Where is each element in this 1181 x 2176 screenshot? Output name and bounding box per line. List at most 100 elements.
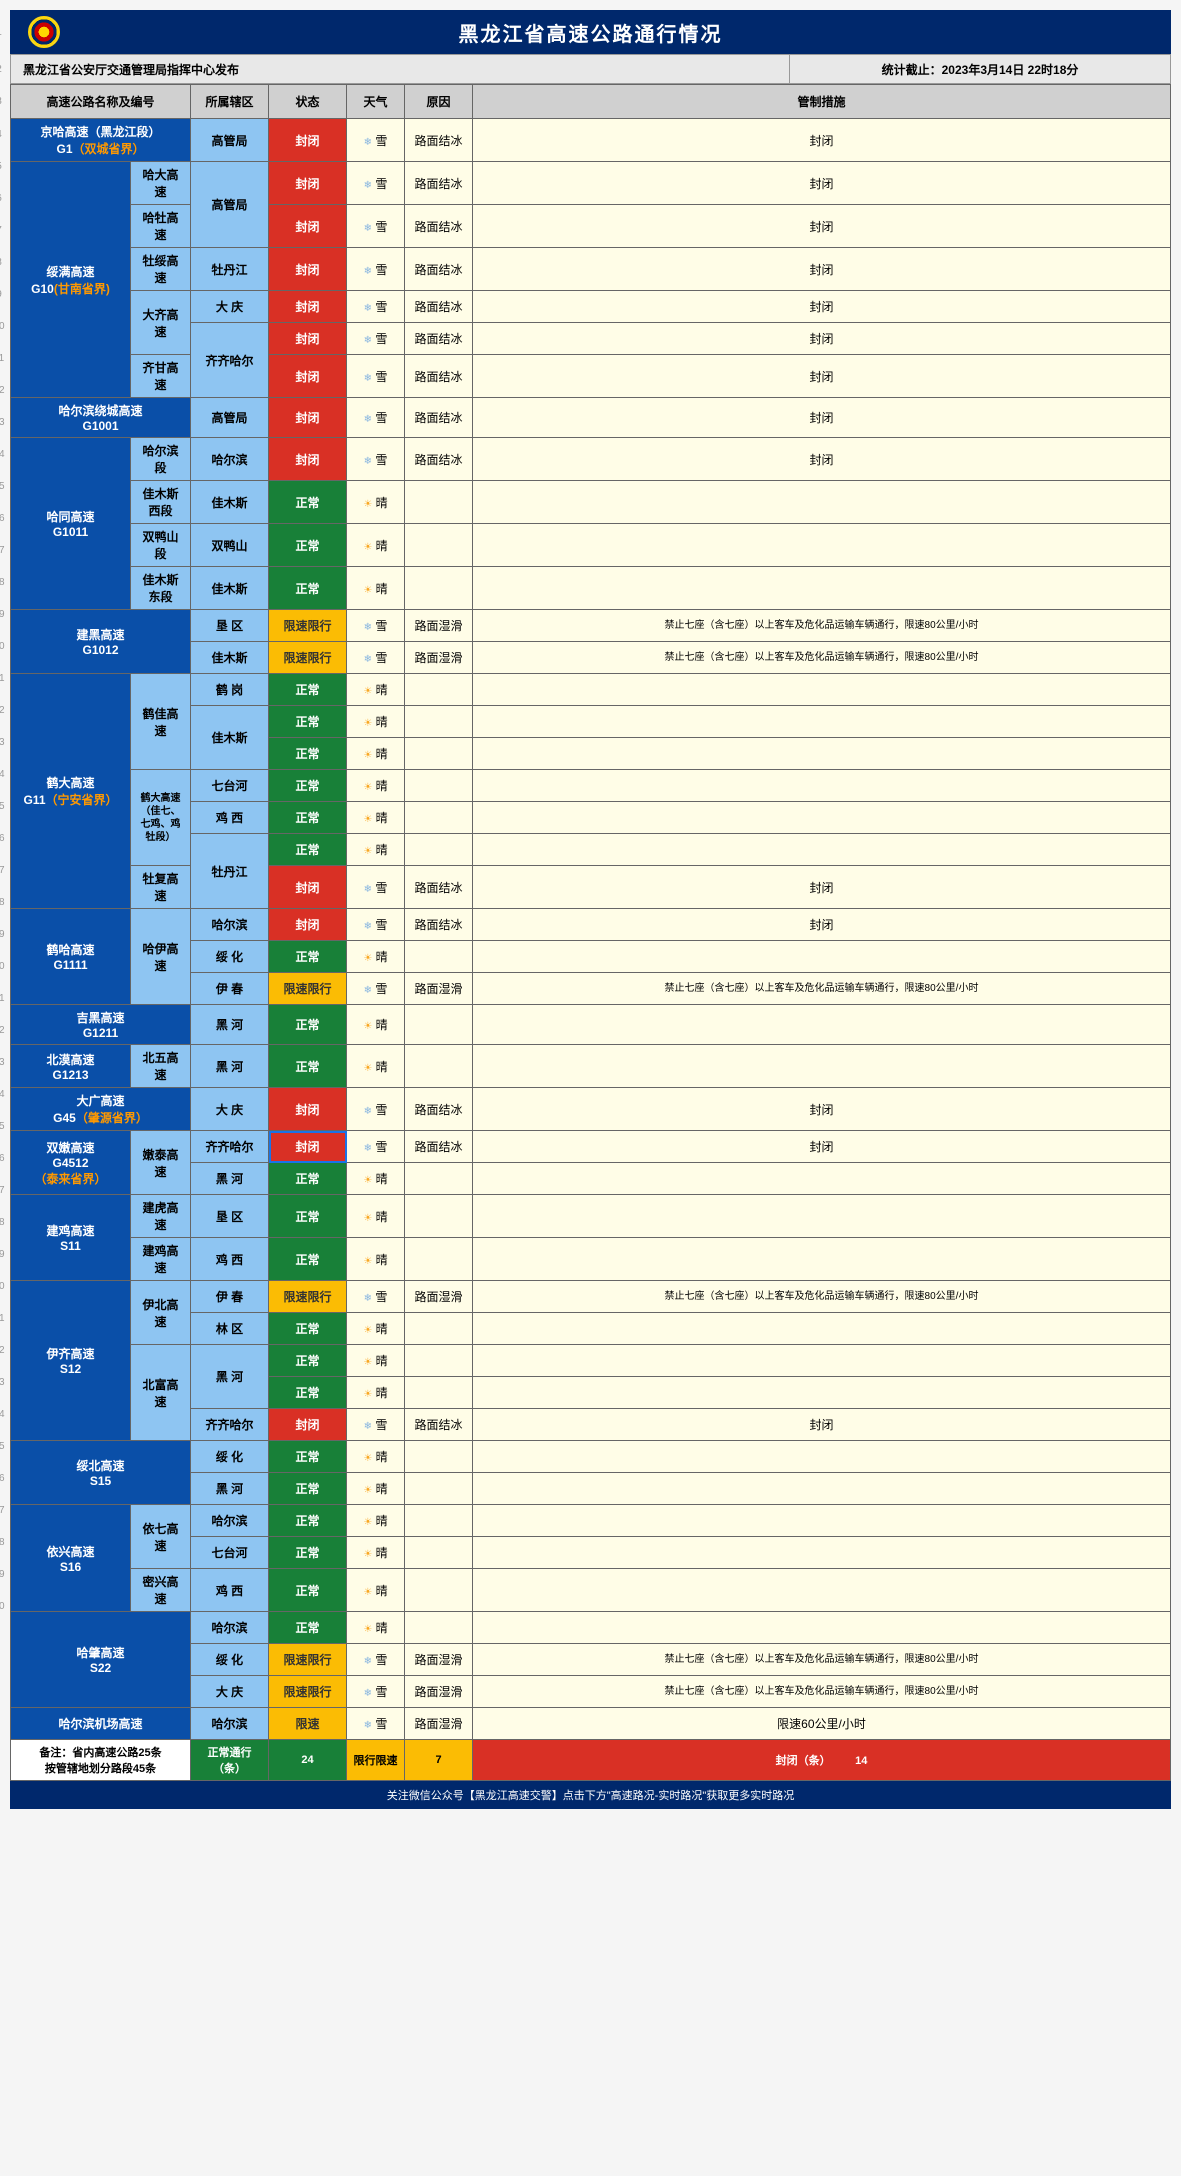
status-cell: 限速限行 (269, 610, 347, 642)
region-cell: 齐齐哈尔 (191, 323, 269, 398)
reason-cell (405, 802, 473, 834)
status-cell: 限速限行 (269, 1281, 347, 1313)
snow-icon (364, 1421, 372, 1432)
sub-cell: 双鸭山段 (131, 524, 191, 567)
weather-cell: 晴 (347, 1505, 405, 1537)
measure-cell (473, 1569, 1171, 1612)
measure-cell: 封闭 (473, 438, 1171, 481)
table-row: 建黑高速G1012 垦 区 限速限行 雪 路面湿滑 禁止七座（含七座）以上客车及… (11, 610, 1171, 642)
table-row: 吉黑高速G1211 黑 河 正常 晴 (11, 1005, 1171, 1045)
sun-icon (363, 1587, 372, 1598)
table-row: 齐甘高速 封闭 雪 路面结冰 封闭 (11, 355, 1171, 398)
status-cell: 封闭 (269, 323, 347, 355)
measure-cell: 封闭 (473, 248, 1171, 291)
region-cell: 垦 区 (191, 610, 269, 642)
reason-cell (405, 1195, 473, 1238)
weather-cell: 晴 (347, 1313, 405, 1345)
sub-cell: 建鸡高速 (131, 1238, 191, 1281)
table-row: 鹤大高速G11（宁安省界） 鹤佳高速 鹤 岗 正常 晴 (11, 674, 1171, 706)
region-cell: 黑 河 (191, 1473, 269, 1505)
sub-header: 黑龙江省公安厅交通管理局指挥中心发布 统计截止：2023年3月14日 22时18… (10, 54, 1171, 84)
stats-value: 2023年3月14日 22时18分 (942, 63, 1079, 77)
stats-time: 统计截止：2023年3月14日 22时18分 (790, 55, 1170, 83)
reason-cell: 路面结冰 (405, 1131, 473, 1163)
reason-cell: 路面结冰 (405, 866, 473, 909)
weather-cell: 晴 (347, 481, 405, 524)
measure-cell (473, 1195, 1171, 1238)
reason-cell (405, 1505, 473, 1537)
reason-cell (405, 706, 473, 738)
sub-cell: 嫩泰高速 (131, 1131, 191, 1195)
measure-cell: 封闭 (473, 1409, 1171, 1441)
reason-cell (405, 1313, 473, 1345)
snow-icon (364, 1656, 372, 1667)
reason-cell (405, 1473, 473, 1505)
reason-cell: 路面结冰 (405, 323, 473, 355)
reason-cell: 路面结冰 (405, 1409, 473, 1441)
status-cell: 正常 (269, 1195, 347, 1238)
region-cell: 哈尔滨 (191, 1505, 269, 1537)
region-cell: 大 庆 (191, 1676, 269, 1708)
reason-cell: 路面结冰 (405, 909, 473, 941)
measure-cell (473, 1377, 1171, 1409)
weather-cell: 雪 (347, 1708, 405, 1740)
status-cell: 正常 (269, 1345, 347, 1377)
col-status: 状态 (269, 85, 347, 119)
region-cell: 大 庆 (191, 1088, 269, 1131)
sub-cell: 哈大高速 (131, 162, 191, 205)
status-cell: 限速 (269, 1708, 347, 1740)
page-title: 黑龙江省高速公路通行情况 (459, 18, 723, 47)
table-row: 伊齐高速S12 伊北高速 伊 春 限速限行 雪 路面湿滑 禁止七座（含七座）以上… (11, 1281, 1171, 1313)
weather-cell: 晴 (347, 1345, 405, 1377)
table-row: 建鸡高速S11 建虎高速 垦 区 正常 晴 (11, 1195, 1171, 1238)
measure-cell (473, 1163, 1171, 1195)
reason-cell: 路面结冰 (405, 398, 473, 438)
sun-icon (363, 1485, 372, 1496)
highway-name: 建黑高速G1012 (11, 610, 191, 674)
status-cell: 正常 (269, 481, 347, 524)
reason-cell: 路面湿滑 (405, 1281, 473, 1313)
status-cell: 封闭 (269, 162, 347, 205)
region-cell: 黑 河 (191, 1005, 269, 1045)
sun-icon (363, 718, 372, 729)
measure-cell: 封闭 (473, 291, 1171, 323)
status-cell-selected[interactable]: 封闭 (269, 1131, 347, 1163)
measure-cell: 封闭 (473, 162, 1171, 205)
sub-cell: 牡复高速 (131, 866, 191, 909)
status-cell: 正常 (269, 1505, 347, 1537)
weather-cell: 晴 (347, 770, 405, 802)
page-container: 1234567891011121314151617181920212223242… (10, 10, 1171, 1809)
sub-cell: 哈伊高速 (131, 909, 191, 1005)
snow-icon (364, 1293, 372, 1304)
status-cell: 封闭 (269, 866, 347, 909)
region-cell: 黑 河 (191, 1045, 269, 1088)
status-cell: 封闭 (269, 909, 347, 941)
status-cell: 正常 (269, 1313, 347, 1345)
col-region: 所属辖区 (191, 85, 269, 119)
highway-name: 绥满高速G10(甘南省界) (11, 162, 131, 398)
table-row: 鹤哈高速G1111 哈伊高速 哈尔滨 封闭 雪 路面结冰 封闭 (11, 909, 1171, 941)
weather-cell: 晴 (347, 1377, 405, 1409)
region-cell: 牡丹江 (191, 834, 269, 909)
status-cell: 限速限行 (269, 973, 347, 1005)
status-cell: 限速限行 (269, 1676, 347, 1708)
region-cell: 高管局 (191, 398, 269, 438)
measure-cell (473, 1345, 1171, 1377)
status-cell: 正常 (269, 770, 347, 802)
measure-cell (473, 738, 1171, 770)
reason-cell: 路面结冰 (405, 162, 473, 205)
weather-cell: 雪 (347, 1409, 405, 1441)
region-cell: 大 庆 (191, 291, 269, 323)
stats-label: 统计截止： (882, 63, 942, 77)
weather-cell: 晴 (347, 738, 405, 770)
status-cell: 限速限行 (269, 642, 347, 674)
highway-name: 京哈高速（黑龙江段）G1（双城省界） (11, 119, 191, 162)
status-cell: 正常 (269, 1569, 347, 1612)
region-cell: 双鸭山 (191, 524, 269, 567)
sun-icon (363, 1453, 372, 1464)
region-cell: 高管局 (191, 162, 269, 248)
snow-icon (364, 137, 372, 148)
police-badge-icon (28, 16, 60, 48)
measure-cell: 禁止七座（含七座）以上客车及危化品运输车辆通行，限速80公里/小时 (473, 973, 1171, 1005)
table-row: 哈牡高速 封闭 雪 路面结冰 封闭 (11, 205, 1171, 248)
